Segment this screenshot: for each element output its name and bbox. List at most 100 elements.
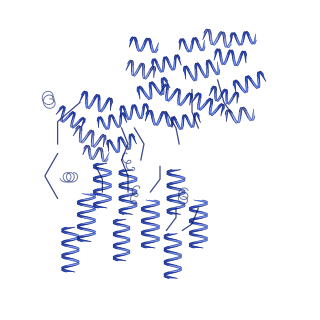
Polygon shape — [143, 87, 152, 100]
Polygon shape — [93, 189, 107, 195]
Polygon shape — [124, 202, 137, 208]
Polygon shape — [97, 116, 104, 127]
Polygon shape — [156, 83, 164, 95]
Polygon shape — [172, 202, 185, 208]
Polygon shape — [79, 131, 88, 143]
Polygon shape — [93, 163, 107, 170]
Polygon shape — [107, 140, 114, 151]
Polygon shape — [137, 108, 143, 119]
Polygon shape — [141, 242, 155, 248]
Polygon shape — [83, 145, 90, 156]
Polygon shape — [217, 32, 225, 43]
Polygon shape — [145, 110, 153, 121]
Polygon shape — [113, 231, 126, 237]
Polygon shape — [195, 63, 203, 76]
Polygon shape — [214, 49, 221, 60]
Polygon shape — [60, 111, 69, 122]
Polygon shape — [174, 55, 181, 66]
Polygon shape — [166, 89, 174, 101]
Polygon shape — [148, 66, 156, 77]
Polygon shape — [185, 42, 192, 52]
Polygon shape — [239, 107, 248, 119]
Polygon shape — [189, 242, 203, 248]
Polygon shape — [161, 77, 170, 90]
Polygon shape — [194, 224, 208, 230]
Polygon shape — [153, 114, 160, 125]
Polygon shape — [82, 194, 96, 199]
Polygon shape — [178, 94, 186, 106]
Polygon shape — [209, 104, 218, 116]
Polygon shape — [179, 39, 186, 49]
Polygon shape — [172, 176, 185, 182]
Polygon shape — [243, 31, 250, 42]
Polygon shape — [232, 92, 239, 103]
Polygon shape — [80, 91, 88, 103]
Polygon shape — [240, 51, 247, 63]
Polygon shape — [113, 255, 126, 261]
Polygon shape — [98, 195, 112, 202]
Polygon shape — [152, 59, 158, 70]
Polygon shape — [117, 249, 130, 255]
Polygon shape — [132, 65, 139, 76]
Polygon shape — [95, 148, 103, 158]
Polygon shape — [197, 98, 206, 110]
Polygon shape — [172, 88, 180, 100]
Polygon shape — [160, 84, 168, 96]
Polygon shape — [103, 119, 110, 130]
Polygon shape — [129, 134, 136, 145]
Polygon shape — [82, 218, 96, 224]
Polygon shape — [233, 54, 240, 66]
Polygon shape — [77, 200, 91, 205]
Polygon shape — [245, 76, 254, 88]
Polygon shape — [56, 106, 65, 117]
Polygon shape — [220, 89, 228, 100]
Polygon shape — [141, 218, 155, 224]
Polygon shape — [164, 246, 177, 253]
Polygon shape — [62, 253, 75, 259]
Polygon shape — [169, 253, 181, 259]
Polygon shape — [117, 225, 130, 231]
Polygon shape — [225, 110, 234, 121]
Polygon shape — [141, 206, 155, 212]
Polygon shape — [169, 266, 181, 272]
Polygon shape — [182, 115, 189, 125]
Polygon shape — [119, 182, 132, 189]
Polygon shape — [215, 104, 224, 116]
Polygon shape — [164, 259, 177, 266]
Polygon shape — [194, 212, 208, 218]
Polygon shape — [164, 234, 177, 240]
Polygon shape — [171, 116, 178, 127]
Polygon shape — [73, 126, 82, 138]
Polygon shape — [163, 57, 170, 68]
Polygon shape — [91, 135, 100, 148]
Polygon shape — [184, 93, 192, 105]
Polygon shape — [86, 96, 94, 109]
Polygon shape — [82, 206, 96, 212]
Polygon shape — [124, 176, 137, 182]
Polygon shape — [62, 227, 75, 234]
Polygon shape — [71, 117, 80, 128]
Polygon shape — [112, 141, 120, 153]
Polygon shape — [169, 240, 181, 246]
Polygon shape — [66, 246, 79, 253]
Polygon shape — [201, 65, 208, 78]
Polygon shape — [194, 200, 208, 206]
Polygon shape — [144, 38, 151, 49]
Polygon shape — [194, 236, 208, 242]
Polygon shape — [257, 71, 266, 83]
Polygon shape — [212, 62, 220, 75]
Polygon shape — [77, 236, 91, 242]
Polygon shape — [85, 130, 94, 142]
Polygon shape — [167, 116, 175, 127]
Polygon shape — [120, 113, 127, 123]
Polygon shape — [167, 195, 180, 202]
Polygon shape — [118, 137, 125, 148]
Polygon shape — [192, 37, 199, 48]
Polygon shape — [157, 61, 164, 72]
Polygon shape — [120, 106, 126, 117]
Polygon shape — [189, 68, 197, 81]
Polygon shape — [189, 230, 203, 236]
Polygon shape — [172, 189, 185, 195]
Polygon shape — [98, 134, 106, 147]
Polygon shape — [129, 37, 137, 47]
